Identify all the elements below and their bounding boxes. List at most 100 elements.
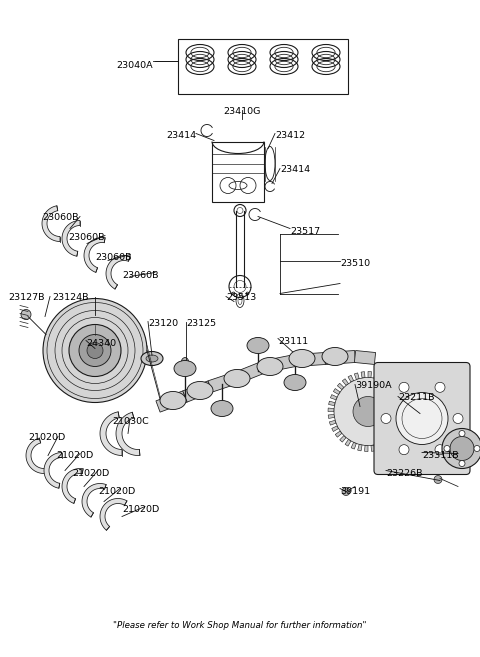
Polygon shape [402, 411, 408, 415]
Text: 21020D: 21020D [122, 505, 159, 514]
Polygon shape [62, 221, 80, 256]
Text: 21020D: 21020D [28, 434, 65, 443]
Polygon shape [399, 423, 406, 428]
Polygon shape [337, 383, 344, 390]
Text: "Please refer to Work Shop Manual for further information": "Please refer to Work Shop Manual for fu… [113, 622, 367, 631]
Circle shape [396, 392, 448, 445]
Ellipse shape [289, 350, 315, 367]
Text: 23311B: 23311B [422, 451, 458, 459]
Polygon shape [401, 405, 408, 409]
Circle shape [69, 325, 121, 376]
Polygon shape [371, 445, 375, 451]
Text: 23410G: 23410G [223, 106, 261, 116]
Text: 23414: 23414 [280, 166, 310, 175]
Ellipse shape [322, 348, 348, 365]
Ellipse shape [181, 357, 189, 369]
Circle shape [442, 428, 480, 468]
Text: 23127B: 23127B [8, 294, 45, 302]
Circle shape [453, 413, 463, 424]
Circle shape [342, 487, 350, 495]
Polygon shape [374, 372, 378, 378]
Polygon shape [332, 426, 338, 432]
Text: 23120: 23120 [148, 319, 178, 327]
Polygon shape [324, 351, 355, 365]
Polygon shape [396, 428, 403, 434]
Circle shape [21, 309, 31, 319]
Polygon shape [26, 438, 46, 474]
Polygon shape [342, 378, 348, 386]
Circle shape [353, 397, 383, 426]
Text: 24340: 24340 [86, 338, 116, 348]
Polygon shape [329, 401, 335, 405]
Ellipse shape [224, 369, 250, 388]
Polygon shape [100, 499, 127, 530]
Polygon shape [383, 441, 388, 448]
Polygon shape [84, 237, 105, 273]
Bar [178, 39, 348, 93]
Ellipse shape [257, 357, 283, 376]
Polygon shape [156, 391, 187, 412]
Polygon shape [238, 361, 267, 382]
Polygon shape [106, 256, 130, 289]
Text: 21020D: 21020D [56, 451, 93, 459]
Text: 23060B: 23060B [68, 233, 105, 242]
Polygon shape [358, 444, 362, 451]
Polygon shape [361, 372, 365, 378]
Polygon shape [183, 381, 212, 402]
Polygon shape [333, 388, 340, 394]
Circle shape [381, 413, 391, 424]
Polygon shape [82, 484, 106, 517]
Ellipse shape [284, 374, 306, 390]
Text: 21020D: 21020D [98, 486, 135, 495]
Polygon shape [44, 453, 62, 488]
Circle shape [435, 445, 445, 455]
Circle shape [459, 461, 465, 466]
Polygon shape [354, 351, 375, 365]
Circle shape [43, 298, 147, 403]
Polygon shape [42, 206, 60, 242]
Polygon shape [377, 443, 382, 450]
Circle shape [474, 445, 480, 451]
Circle shape [334, 378, 402, 445]
Circle shape [450, 436, 474, 461]
Text: 23510: 23510 [340, 258, 370, 267]
Polygon shape [62, 468, 83, 503]
Polygon shape [380, 374, 385, 380]
Text: 23060B: 23060B [42, 214, 79, 223]
Polygon shape [348, 375, 354, 382]
Ellipse shape [211, 401, 233, 417]
Ellipse shape [141, 351, 163, 365]
Polygon shape [401, 417, 408, 422]
Text: 23513: 23513 [226, 294, 256, 302]
Text: 23414: 23414 [166, 131, 196, 139]
Text: 23060B: 23060B [95, 254, 132, 263]
FancyBboxPatch shape [374, 363, 470, 474]
Ellipse shape [187, 382, 213, 399]
Circle shape [79, 334, 111, 367]
Circle shape [399, 445, 409, 455]
Polygon shape [392, 434, 399, 440]
Text: 21030C: 21030C [112, 417, 149, 426]
Polygon shape [345, 440, 351, 446]
Text: 21020D: 21020D [72, 468, 109, 478]
Polygon shape [400, 398, 407, 403]
Ellipse shape [247, 338, 269, 353]
Circle shape [435, 382, 445, 392]
Circle shape [444, 445, 450, 451]
Polygon shape [335, 431, 342, 437]
Text: 23060B: 23060B [122, 271, 158, 279]
Polygon shape [368, 371, 372, 378]
Polygon shape [328, 408, 334, 411]
Circle shape [434, 476, 442, 484]
Polygon shape [351, 442, 356, 449]
Circle shape [459, 430, 465, 436]
Polygon shape [385, 377, 391, 384]
Polygon shape [340, 436, 346, 442]
Polygon shape [330, 395, 337, 400]
Bar [212, 141, 264, 202]
Polygon shape [116, 412, 140, 455]
Polygon shape [354, 373, 359, 380]
Text: 23040A: 23040A [116, 60, 153, 70]
Text: 39190A: 39190A [355, 382, 392, 390]
Polygon shape [387, 438, 394, 444]
